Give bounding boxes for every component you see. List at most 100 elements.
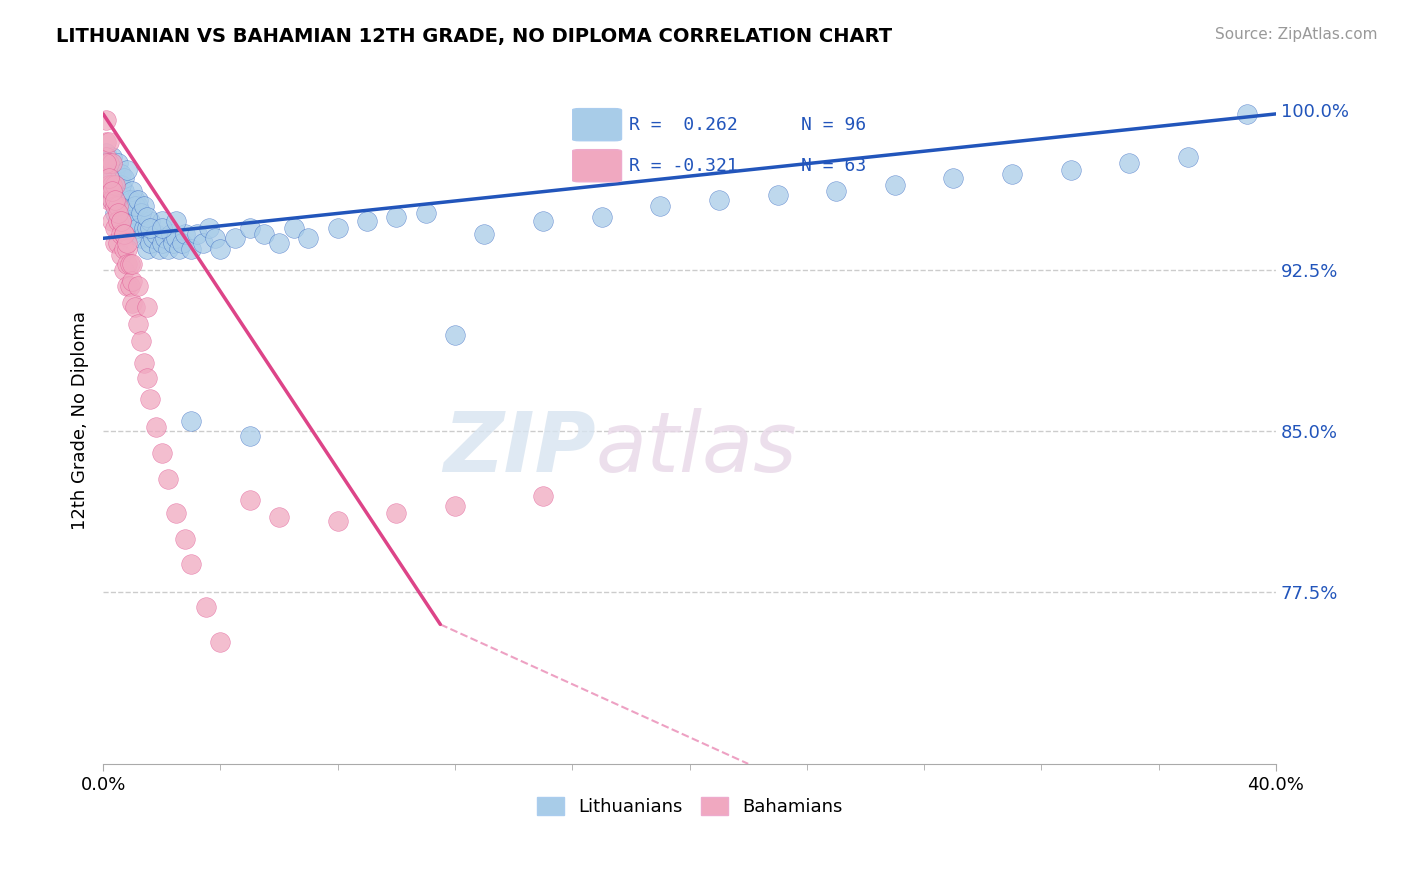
Point [239,493,262,508]
Point [94,135,117,149]
Point [115,162,138,177]
Point [180,242,202,256]
Point [115,235,138,250]
Point [110,227,132,241]
Point [104,205,127,219]
Point [145,227,167,241]
Point [104,178,127,192]
Point [98,135,121,149]
Point [112,242,135,256]
Point [94,167,117,181]
Point [194,600,217,615]
Point [136,220,159,235]
Point [118,257,141,271]
Point [124,300,146,314]
Point [209,634,232,648]
Point [139,392,162,407]
Point [283,220,305,235]
Point [115,214,138,228]
Point [118,220,141,235]
Point [101,214,124,228]
Point [118,193,141,207]
Point [148,242,170,256]
Point [191,235,214,250]
Point [124,214,146,228]
Point [118,199,141,213]
Point [239,428,262,442]
Point [104,220,127,235]
Point [139,235,162,250]
Point [186,227,208,241]
Point [142,231,165,245]
Point [766,188,789,202]
Point [139,220,162,235]
Point [134,220,156,235]
Point [124,199,146,213]
Point [180,414,202,428]
Point [101,150,124,164]
Point [174,227,197,241]
Point [110,214,132,228]
Point [121,227,143,241]
Point [136,300,159,314]
Point [127,317,149,331]
Point [224,231,246,245]
Point [127,220,149,235]
Point [267,235,290,250]
Point [139,214,162,228]
Point [134,199,156,213]
Point [825,184,848,198]
Point [110,188,132,202]
Point [94,156,117,170]
Point [385,210,408,224]
Point [104,193,127,207]
Point [112,171,135,186]
Point [129,231,152,245]
Point [127,193,149,207]
Point [98,193,121,207]
Point [942,171,965,186]
Point [136,242,159,256]
Point [356,214,378,228]
Text: atlas: atlas [596,408,797,489]
Point [112,184,135,198]
Text: LITHUANIAN VS BAHAMIAN 12TH GRADE, NO DIPLOMA CORRELATION CHART: LITHUANIAN VS BAHAMIAN 12TH GRADE, NO DI… [56,27,893,45]
Point [150,446,173,460]
Point [94,113,117,128]
Point [110,214,132,228]
Point [101,184,124,198]
Point [145,420,167,434]
Point [107,199,129,213]
Point [1118,156,1140,170]
Point [159,227,181,241]
Y-axis label: 12th Grade, No Diploma: 12th Grade, No Diploma [72,311,89,530]
Point [115,242,138,256]
Point [156,242,179,256]
Point [104,235,127,250]
Point [180,558,202,572]
Point [129,205,152,219]
Point [98,156,121,170]
Point [112,263,135,277]
Point [112,205,135,219]
Point [94,150,117,164]
Point [472,227,495,241]
Point [94,171,117,186]
Point [107,214,129,228]
Point [115,257,138,271]
Text: Source: ZipAtlas.com: Source: ZipAtlas.com [1215,27,1378,42]
Point [107,178,129,192]
Text: ZIP: ZIP [443,408,596,489]
Point [297,231,319,245]
Point [98,156,121,170]
Point [150,220,173,235]
Point [136,210,159,224]
Point [326,220,349,235]
Point [150,235,173,250]
Point [121,274,143,288]
Point [98,178,121,192]
Point [531,214,554,228]
Point [1236,107,1258,121]
Point [1177,150,1199,164]
Point [169,242,191,256]
